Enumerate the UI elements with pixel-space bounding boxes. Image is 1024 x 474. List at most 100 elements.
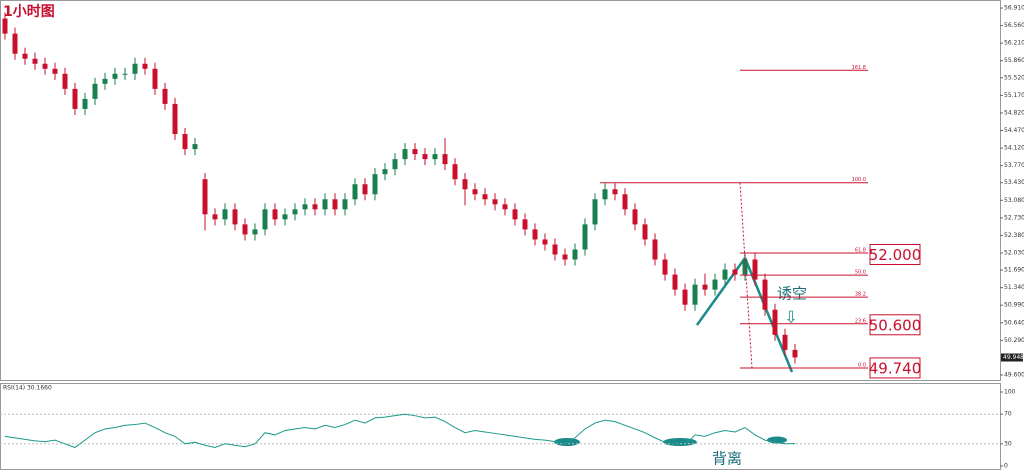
candle-body (342, 199, 348, 210)
candle-body (432, 154, 438, 160)
candle-body (352, 184, 358, 200)
y-tick-label: 51.340 (1004, 284, 1024, 291)
candle-body (22, 53, 28, 59)
candle-body (582, 224, 588, 250)
arrow: ⇩ (784, 308, 797, 327)
fib-label: 38.2 (855, 292, 866, 298)
candle-body (212, 214, 218, 220)
candle-body (52, 68, 58, 74)
fib-label: 61.8 (855, 247, 866, 253)
candle-body (112, 73, 118, 79)
candle-body (792, 349, 798, 358)
y-tick-label: 52.030 (1004, 249, 1024, 256)
candle-body (612, 189, 618, 195)
candle-body (282, 214, 288, 220)
y-tick-label: 50.990 (1004, 302, 1024, 309)
candle-body (222, 209, 228, 220)
candle-body (662, 259, 668, 275)
annotation: 背离 (712, 450, 742, 468)
candle-body (362, 184, 368, 195)
candle-body (442, 154, 448, 165)
candle-body (622, 194, 628, 210)
y-tick-label: 53.080 (1004, 197, 1024, 204)
rsi-tick-label: 70 (1004, 411, 1012, 418)
candle-body (32, 58, 38, 64)
candle-body (322, 199, 328, 210)
current-price: 49.948 (1003, 354, 1024, 361)
candle-body (82, 98, 88, 109)
candle-body (182, 134, 188, 150)
current-price-box (1001, 353, 1023, 362)
candle-body (722, 269, 728, 280)
candle-body (402, 149, 408, 160)
candle-body (272, 209, 278, 220)
candle-body (512, 209, 518, 220)
candle-body (162, 88, 168, 104)
candle-body (12, 33, 18, 54)
candle-body (602, 189, 608, 200)
candle-body (382, 169, 388, 175)
candle-body (492, 199, 498, 205)
candle-body (332, 199, 338, 210)
chart-title: 1小时图 (3, 3, 55, 20)
candle-body (202, 179, 208, 215)
candle-body (92, 83, 98, 99)
candle-body (532, 229, 538, 240)
candle-body (522, 219, 528, 230)
y-tick-label: 54.120 (1004, 145, 1024, 152)
candle-body (412, 149, 418, 155)
rsi-tick-label: 0 (1004, 463, 1008, 470)
trend-line (695, 257, 747, 326)
candle-body (502, 204, 508, 210)
candle-body (232, 209, 238, 225)
candle-body (542, 239, 548, 245)
candle-body (192, 144, 198, 150)
candle-body (702, 284, 708, 290)
candle-body (732, 269, 738, 275)
candle-body (142, 63, 148, 69)
y-tick-label: 54.820 (1004, 109, 1024, 116)
candle-body (132, 63, 138, 74)
candle-body (242, 224, 248, 235)
candle-body (692, 284, 698, 305)
candle-body (642, 224, 648, 240)
candle-body (592, 199, 598, 225)
price-label-box (869, 244, 921, 266)
candle-body (712, 279, 718, 290)
annotation: 诱空 (777, 285, 807, 303)
candle-body (302, 204, 308, 210)
rsi-line (4, 413, 796, 449)
y-tick-label: 50.640 (1004, 319, 1024, 326)
fib-label: 0.0 (858, 362, 866, 368)
candle-body (782, 334, 788, 350)
y-tick-label: 53.430 (1004, 179, 1024, 186)
candle-body (482, 194, 488, 200)
rsi-panel (0, 383, 1001, 470)
candle-body (472, 189, 478, 195)
candle-body (682, 289, 688, 305)
price-panel (0, 0, 1001, 381)
candle-body (572, 249, 578, 260)
candle-body (72, 88, 78, 109)
y-tick-label: 56.560 (1004, 22, 1024, 29)
candle-body (42, 63, 48, 69)
candle-body (122, 73, 128, 75)
y-tick-label: 49.600 (1004, 371, 1024, 378)
candle-body (392, 159, 398, 170)
fib-label: 23.6 (855, 318, 866, 324)
candle-body (292, 209, 298, 215)
fib-label: 100.0 (852, 177, 866, 183)
y-tick-label: 52.380 (1004, 232, 1024, 239)
candle-body (632, 209, 638, 225)
candle-body (652, 239, 658, 260)
candle-body (762, 279, 768, 310)
y-tick-label: 55.170 (1004, 92, 1024, 99)
rsi-tick-label: 100 (1004, 389, 1016, 396)
y-tick-label: 53.770 (1004, 162, 1024, 169)
price-label-box (869, 314, 921, 336)
candle-body (552, 244, 558, 255)
fib-label: 50.0 (855, 270, 866, 276)
y-tick-label: 56.210 (1004, 40, 1024, 47)
candle-body (422, 154, 428, 160)
